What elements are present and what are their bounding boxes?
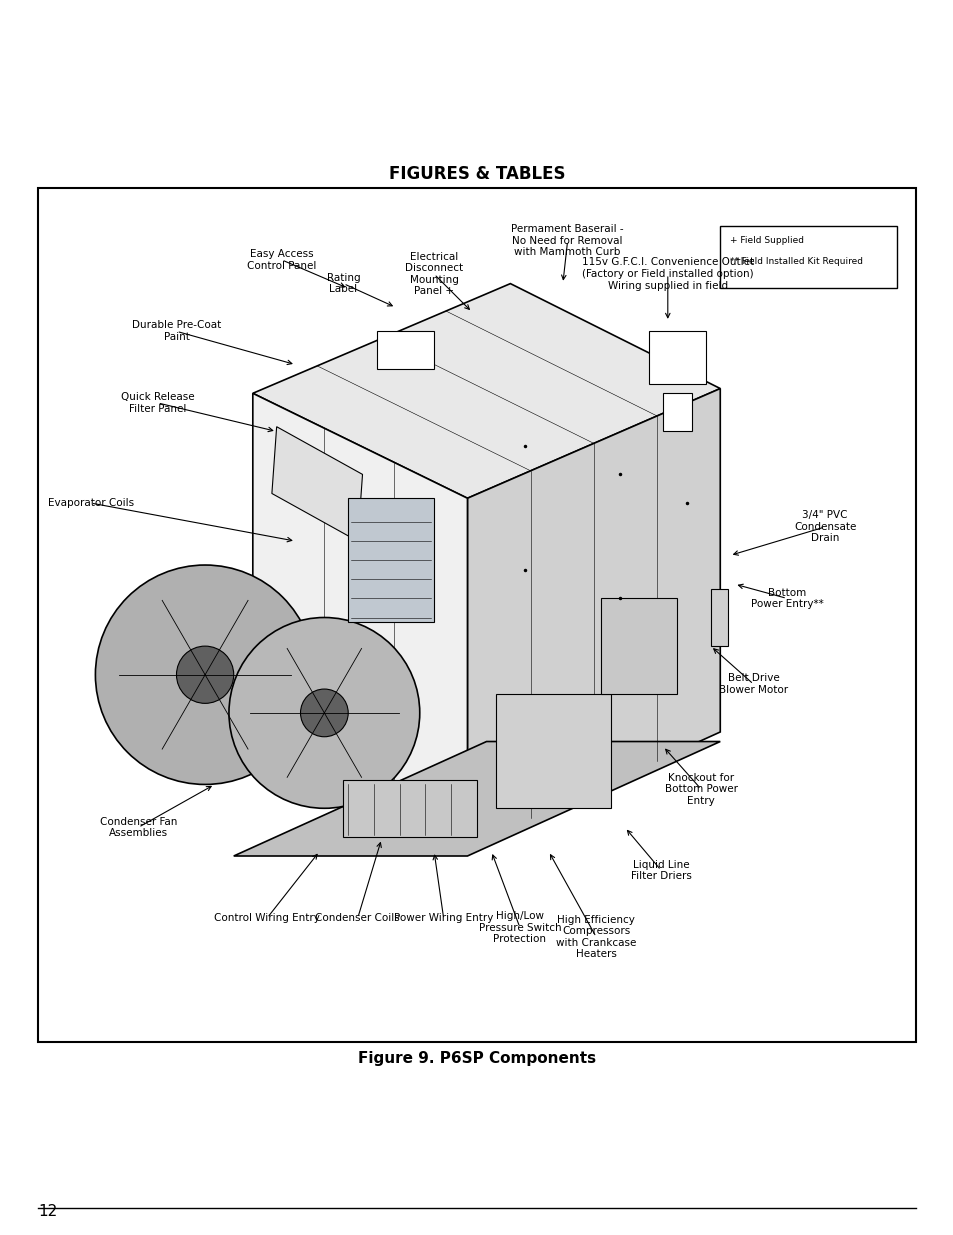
Text: ** Field Installed Kit Required: ** Field Installed Kit Required — [729, 257, 862, 267]
Bar — [38, 188, 915, 1042]
Bar — [662, 393, 691, 431]
Circle shape — [229, 618, 419, 808]
Bar — [720, 226, 896, 288]
Text: Belt Drive
Blower Motor: Belt Drive Blower Motor — [719, 673, 787, 695]
Text: Control Wiring Entry: Control Wiring Entry — [214, 913, 319, 923]
Bar — [376, 331, 434, 369]
Text: Liquid Line
Filter Driers: Liquid Line Filter Driers — [630, 860, 691, 881]
Bar — [496, 694, 610, 808]
Text: Figure 9. P6SP Components: Figure 9. P6SP Components — [357, 1051, 596, 1066]
Polygon shape — [272, 427, 362, 541]
Bar — [710, 589, 727, 646]
Polygon shape — [253, 284, 720, 498]
Bar — [600, 599, 677, 694]
Text: Rating
Label: Rating Label — [326, 273, 360, 294]
Polygon shape — [233, 741, 720, 856]
Text: Power Wiring Entry: Power Wiring Entry — [394, 913, 493, 923]
Text: Knockout for
Bottom Power
Entry: Knockout for Bottom Power Entry — [664, 773, 737, 805]
Circle shape — [176, 646, 233, 704]
Text: Evaporator Coils: Evaporator Coils — [48, 498, 133, 508]
Text: High/Low
Pressure Switch
Protection: High/Low Pressure Switch Protection — [478, 911, 560, 944]
Circle shape — [300, 689, 348, 737]
Bar — [343, 779, 476, 837]
Text: Condenser Coils: Condenser Coils — [315, 913, 399, 923]
Polygon shape — [467, 389, 720, 846]
Text: Electrical
Disconnect
Mounting
Panel +: Electrical Disconnect Mounting Panel + — [405, 252, 462, 296]
Text: Permament Baserail -
No Need for Removal
with Mammoth Curb: Permament Baserail - No Need for Removal… — [511, 224, 623, 257]
Text: High Efficiency
Compressors
with Crankcase
Heaters: High Efficiency Compressors with Crankca… — [556, 915, 636, 960]
Polygon shape — [253, 393, 467, 846]
Text: 115v G.F.C.I. Convenience Outlet
(Factory or Field installed option)
Wiring supp: 115v G.F.C.I. Convenience Outlet (Factor… — [581, 257, 753, 290]
Text: Durable Pre-Coat
Paint: Durable Pre-Coat Paint — [132, 321, 221, 342]
Text: FIGURES & TABLES: FIGURES & TABLES — [388, 165, 565, 183]
Text: + Field Supplied: + Field Supplied — [729, 236, 803, 246]
Text: Easy Access
Control Panel: Easy Access Control Panel — [247, 249, 315, 270]
Text: Bottom
Power Entry**: Bottom Power Entry** — [750, 588, 822, 609]
Bar — [348, 498, 434, 622]
Text: 12: 12 — [38, 1204, 57, 1219]
Circle shape — [95, 566, 314, 784]
Text: 3/4" PVC
Condensate
Drain: 3/4" PVC Condensate Drain — [793, 510, 856, 543]
Bar — [648, 331, 705, 384]
Text: Quick Release
Filter Panel: Quick Release Filter Panel — [120, 391, 194, 414]
Text: Condenser Fan
Assemblies: Condenser Fan Assemblies — [99, 816, 177, 839]
